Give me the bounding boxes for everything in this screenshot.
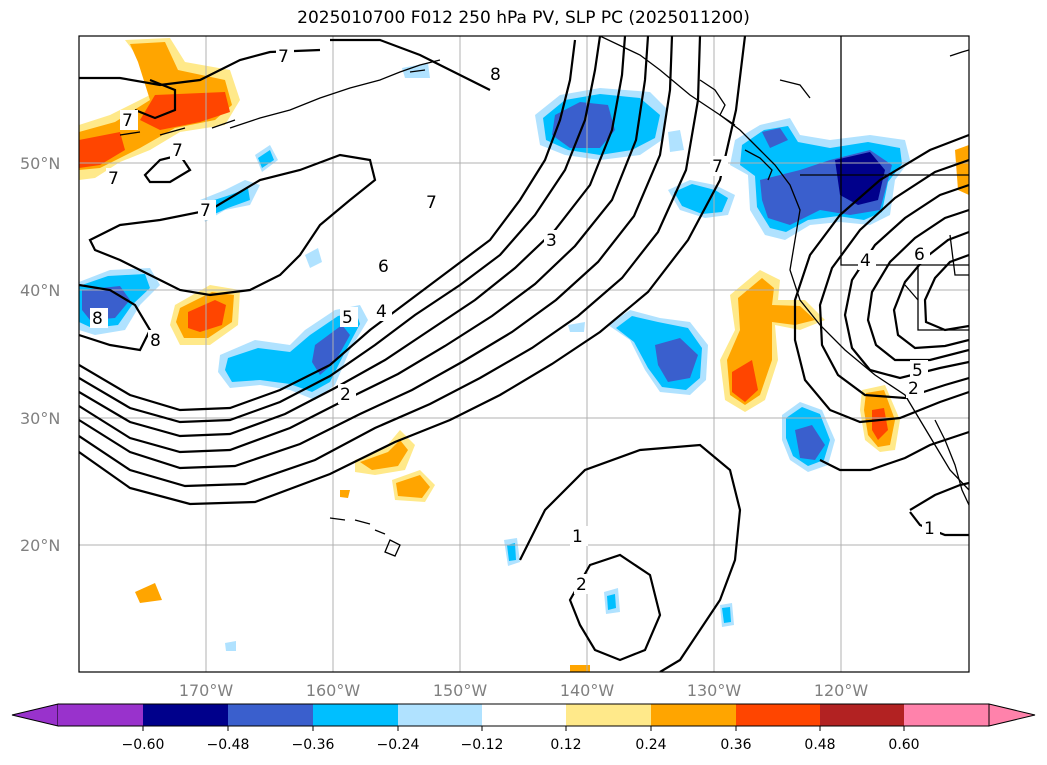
contour-labels: 7 7 7 7 8 8 8 7 7 6 5 4 3 2 1 2 1 6 5 4 [90,46,940,595]
contour-label: 4 [860,251,871,271]
coastlines [119,36,969,557]
contour-7-north [79,48,321,87]
contour-label: 7 [712,157,723,177]
contour-7-loop [88,153,377,297]
map-panel: 7 7 7 7 8 8 8 7 7 6 5 4 3 2 1 2 1 6 5 4 [78,35,970,673]
lat-tick-label: 20°N [20,536,60,555]
contour-label: 5 [912,361,923,381]
lat-tick-label: 50°N [20,154,60,173]
contour-1-low [519,443,742,672]
contour-label: 2 [576,575,587,595]
contour-label: 8 [490,65,501,85]
colorbar: −0.60 −0.48 −0.36 −0.24 −0.12 0.12 0.24 … [11,703,1036,753]
colorbar-tick-label: −0.36 [292,737,335,753]
map-title: 2025010700 F012 250 hPa PV, SLP PC (2025… [297,8,750,28]
lon-tick-label: 130°W [687,681,742,700]
lat-axis: 20°N 30°N 40°N 50°N [20,154,60,555]
contour-label: 1 [924,519,935,539]
lon-tick-label: 170°W [179,681,234,700]
colorbar-tick-label: 0.36 [720,737,751,753]
lat-tick-label: 40°N [20,281,60,300]
colorbar-bin [143,704,228,726]
contour-high-6 [793,133,969,424]
colorbar-tick-label: 0.12 [550,737,581,753]
contour-label: 8 [92,309,103,329]
colorbar-bin [228,704,313,726]
colorbar-bin [313,704,398,726]
contour-label: 7 [200,201,211,221]
lon-tick-label: 160°W [306,681,361,700]
colorbar-tick-label: −0.60 [122,737,165,753]
colorbar-bin [904,704,989,726]
contour-label: 3 [546,231,557,251]
contour-label: 2 [908,379,919,399]
contour-label: 7 [172,141,183,161]
colorbar-bin [820,704,904,726]
lon-tick-label: 120°W [814,681,869,700]
contour-label: 8 [150,331,161,351]
colorbar-tick-label: −0.48 [207,737,250,753]
lon-tick-label: 140°W [560,681,615,700]
contour-label: 1 [572,527,583,547]
lon-axis: 170°W 160°W 150°W 140°W 130°W 120°W [179,681,869,700]
contour-ridge-1 [79,39,577,412]
contour-label: 7 [122,111,133,131]
contour-label: 2 [340,385,351,405]
contour-label: 7 [426,193,437,213]
colorbar-extend-high [988,703,1036,727]
contour-label: 4 [376,302,387,322]
colorbar-bin [398,704,482,726]
colorbar-bin [651,704,736,726]
lon-tick-label: 150°W [433,681,488,700]
colorbar-bin [482,704,566,726]
contour-label: 7 [108,169,119,189]
colorbar-bin [566,704,651,726]
colorbar-tick-label: −0.12 [461,737,504,753]
colorbar-tick-label: 0.24 [635,737,666,753]
gridlines [79,36,969,672]
lat-tick-label: 30°N [20,409,60,428]
colorbar-tick-label: 0.48 [804,737,835,753]
contour-label: 6 [914,245,925,265]
pv-positive-shading [79,38,969,672]
contour-2-low [568,553,662,662]
contour-label: 7 [278,47,289,67]
map-frame [78,35,970,673]
contour-label: 5 [342,308,353,328]
colorbar-extend-low [11,703,59,727]
colorbar-tick-label: 0.60 [888,737,919,753]
contour-label: 6 [378,257,389,277]
colorbar-bin [736,704,820,726]
colorbar-tick-label: −0.24 [377,737,420,753]
slp-contours [79,36,969,672]
colorbar-bin [58,704,143,726]
